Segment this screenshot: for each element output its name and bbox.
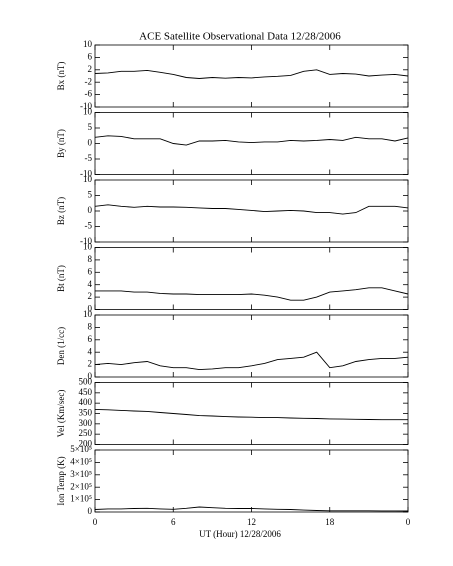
y-tick-label: -2 xyxy=(85,76,93,86)
y-tick-label: 4 xyxy=(88,279,93,289)
y-axis-label: Bt (nT) xyxy=(56,265,66,292)
y-tick-label: 450 xyxy=(79,387,93,397)
y-tick-label: 350 xyxy=(79,408,93,418)
y-tick-label: 4×10⁵ xyxy=(70,456,92,466)
y-tick-label: 0 xyxy=(88,371,93,381)
y-tick-label: 500 xyxy=(79,377,93,387)
y-tick-label: 4 xyxy=(88,346,93,356)
y-tick-label: 0 xyxy=(88,138,93,148)
y-tick-label: 0 xyxy=(88,304,93,314)
y-tick-label: 2 xyxy=(88,291,93,301)
y-tick-label: 400 xyxy=(79,397,93,407)
y-tick-label: 10 xyxy=(83,107,93,117)
y-tick-label: 5×10⁵ xyxy=(70,444,92,454)
y-tick-label: -10 xyxy=(80,169,92,179)
y-tick-label: 10 xyxy=(83,39,93,49)
y-tick-label: 10 xyxy=(83,242,93,252)
y-tick-label: 250 xyxy=(79,428,93,438)
x-tick-label: 0 xyxy=(93,517,98,527)
y-tick-label: 6 xyxy=(88,334,93,344)
y-axis-label: Bx (nT) xyxy=(56,62,66,91)
x-axis-label: UT (Hour) 12/28/2006 xyxy=(199,529,281,539)
data-line xyxy=(94,204,409,215)
y-axis-label: By (nT) xyxy=(56,129,66,158)
y-tick-label: -6 xyxy=(85,89,93,99)
y-tick-label: -10 xyxy=(80,236,92,246)
y-axis-label: Ion Temp (K) xyxy=(56,456,66,505)
y-tick-label: 5 xyxy=(88,122,93,132)
y-tick-label: 6 xyxy=(88,51,93,61)
y-tick-label: 300 xyxy=(79,418,93,428)
y-tick-label: -5 xyxy=(85,153,93,163)
y-tick-label: 10 xyxy=(83,309,93,319)
y-tick-label: 8 xyxy=(88,254,93,264)
y-tick-label: -5 xyxy=(85,221,93,231)
y-tick-label: 3×10⁵ xyxy=(70,469,92,479)
y-tick-label: 2 xyxy=(88,64,93,74)
data-line xyxy=(94,506,409,512)
x-tick-label: 12 xyxy=(247,517,256,527)
y-tick-label: 8 xyxy=(88,321,93,331)
y-tick-label: 0 xyxy=(88,506,93,516)
data-line xyxy=(94,69,409,79)
data-line xyxy=(94,135,409,146)
y-tick-label: 10 xyxy=(83,174,93,184)
x-tick-label: 0 xyxy=(406,517,411,527)
y-tick-label: 6 xyxy=(88,266,93,276)
y-axis-label: Den (1/cc) xyxy=(56,327,66,365)
y-tick-label: 5 xyxy=(88,190,93,200)
y-tick-label: 2 xyxy=(88,359,93,369)
data-line xyxy=(94,351,409,371)
x-tick-label: 18 xyxy=(325,517,335,527)
data-line xyxy=(94,408,408,421)
y-axis-label: Bz (nT) xyxy=(56,197,66,225)
chart-title: ACE Satellite Observational Data 12/28/2… xyxy=(139,31,341,43)
y-tick-label: 2×10⁵ xyxy=(70,481,92,491)
y-tick-label: 1×10⁵ xyxy=(70,494,92,504)
y-axis-label: Vel (Km/sec) xyxy=(56,390,66,438)
data-line xyxy=(95,287,409,301)
x-tick-label: 6 xyxy=(171,517,176,527)
y-tick-label: 0 xyxy=(88,205,93,215)
y-tick-label: 200 xyxy=(79,439,93,449)
y-tick-label: -10 xyxy=(80,101,92,111)
